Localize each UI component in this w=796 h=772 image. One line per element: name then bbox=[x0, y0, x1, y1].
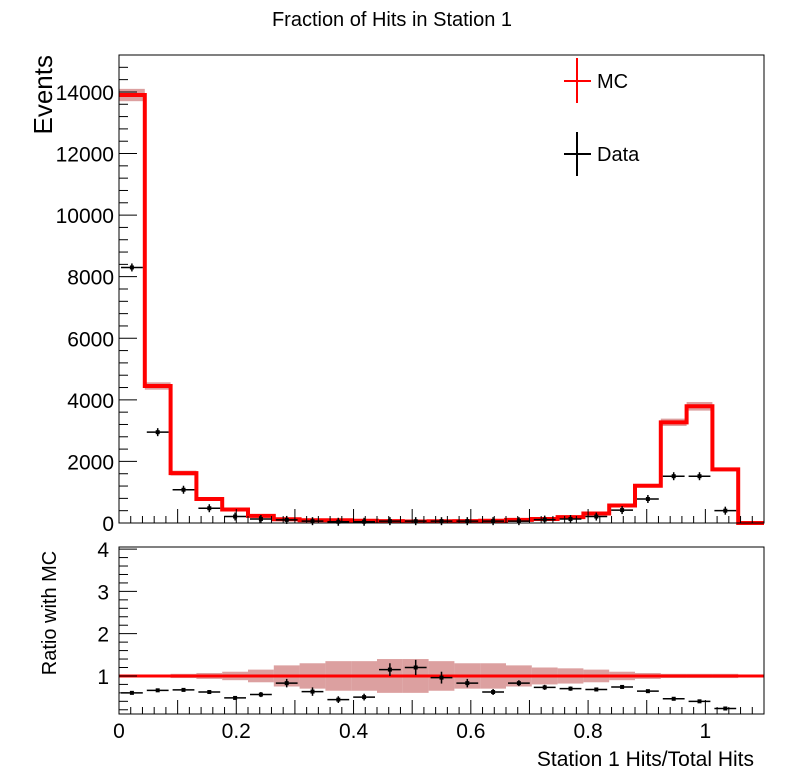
ratio-point bbox=[224, 695, 246, 700]
ratio-point bbox=[662, 696, 685, 701]
ratio-point bbox=[430, 671, 453, 684]
mc-histogram-line bbox=[119, 93, 764, 525]
data-point bbox=[662, 472, 685, 481]
x-tick-label: 0.6 bbox=[456, 720, 485, 743]
ratio-point bbox=[688, 699, 711, 704]
ratio-point bbox=[146, 688, 169, 693]
ratio-point bbox=[508, 680, 530, 687]
ratio-point bbox=[275, 678, 298, 688]
legend-data-label: Data bbox=[597, 144, 640, 166]
y-tick-label: 0 bbox=[102, 513, 114, 536]
data-point bbox=[121, 263, 143, 272]
y-tick-label: 10000 bbox=[56, 205, 114, 228]
top-frame bbox=[118, 54, 765, 524]
bottom-frame bbox=[118, 546, 765, 715]
ratio-point bbox=[482, 689, 504, 695]
legend-mc-label: MC bbox=[597, 71, 628, 93]
ratio-point bbox=[327, 696, 350, 704]
y-tick-label: 2 bbox=[97, 624, 109, 647]
data-point bbox=[353, 517, 375, 526]
bottom-x-ticks: 0 0.2 0.4 0.6 0.8 1 bbox=[113, 700, 765, 743]
ratio-point bbox=[714, 706, 737, 711]
data-point bbox=[611, 506, 633, 515]
chart-title: Fraction of Hits in Station 1 bbox=[272, 9, 512, 31]
y-tick-label: 12000 bbox=[56, 144, 114, 167]
ratio-point bbox=[198, 690, 221, 695]
data-point bbox=[224, 512, 246, 521]
data-point bbox=[559, 514, 582, 523]
ratio-point bbox=[559, 686, 582, 691]
data-point bbox=[146, 428, 169, 437]
top-y-ticks: 0 2000 4000 6000 8000 10000 12000 14000 bbox=[56, 54, 137, 536]
data-point bbox=[482, 517, 504, 526]
x-tick-label: 0.2 bbox=[222, 720, 251, 743]
ratio-point bbox=[404, 659, 427, 676]
data-point bbox=[714, 506, 737, 515]
ratio-point bbox=[637, 689, 659, 694]
data-point bbox=[198, 504, 221, 513]
data-point bbox=[585, 512, 608, 521]
x-tick-label: 0.4 bbox=[339, 720, 369, 743]
data-point bbox=[637, 494, 659, 503]
y-tick-label: 14000 bbox=[56, 82, 114, 105]
bottom-y-ticks: 1 2 3 4 bbox=[97, 539, 137, 711]
data-point bbox=[456, 517, 479, 526]
data-point bbox=[301, 517, 324, 526]
data-point bbox=[688, 472, 711, 481]
y-tick-label: 2000 bbox=[67, 451, 114, 474]
ratio-point bbox=[456, 678, 479, 688]
ratio-point bbox=[172, 687, 195, 692]
ratio-point bbox=[250, 692, 272, 698]
data-point bbox=[250, 514, 272, 523]
y-axis-title: Events bbox=[28, 55, 58, 135]
ratio-point bbox=[301, 687, 324, 696]
ratio-point bbox=[379, 663, 401, 676]
data-point bbox=[379, 517, 401, 526]
y-tick-label: 4000 bbox=[67, 390, 114, 413]
ratio-points bbox=[121, 659, 737, 711]
ratio-point bbox=[533, 684, 556, 690]
data-point bbox=[172, 485, 195, 494]
ratio-point bbox=[585, 687, 608, 692]
data-point bbox=[404, 517, 427, 526]
ratio-point bbox=[353, 693, 375, 701]
x-tick-label: 0 bbox=[113, 720, 125, 743]
data-points bbox=[121, 263, 737, 526]
x-tick-label: 0.8 bbox=[573, 720, 602, 743]
legend: MC Data bbox=[564, 58, 640, 176]
ratio-point bbox=[611, 684, 633, 689]
data-point bbox=[508, 517, 530, 526]
data-point bbox=[533, 515, 556, 524]
y-tick-label: 3 bbox=[97, 581, 109, 604]
top-x-ticks bbox=[118, 509, 765, 523]
ratio-panel: 0 0.2 0.4 0.6 0.8 1 1 2 3 4 Ratio with MC Statio… bbox=[39, 539, 765, 771]
data-point bbox=[430, 517, 453, 526]
y-tick-label: 6000 bbox=[67, 328, 114, 351]
y-tick-label: 4 bbox=[97, 539, 109, 562]
mc-uncertainty-band bbox=[119, 88, 739, 523]
data-point bbox=[327, 517, 350, 526]
x-tick-label: 1 bbox=[700, 720, 712, 743]
y-tick-label: 8000 bbox=[67, 267, 114, 290]
x-axis-title: Station 1 Hits/Total Hits bbox=[537, 748, 754, 771]
ratio-y-axis-title: Ratio with MC bbox=[39, 551, 61, 675]
y-tick-label: 1 bbox=[97, 666, 109, 689]
